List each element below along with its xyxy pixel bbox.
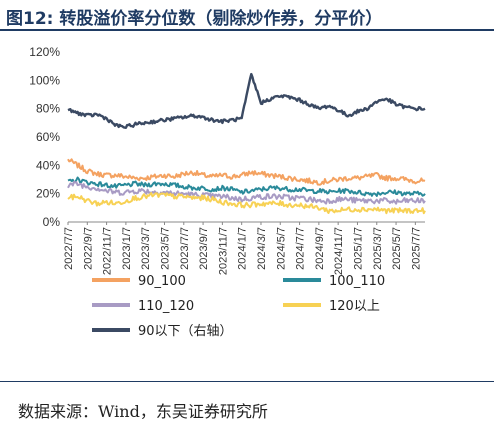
- plot-lines: [67, 72, 426, 215]
- legend: 90_100 100_110 110_120 120以上 90以下（右轴）: [92, 274, 385, 339]
- y-tick-label: 80%: [36, 102, 60, 116]
- y-tick-label: 40%: [36, 158, 60, 172]
- x-tick-label: 2024/11/7: [333, 227, 345, 275]
- x-tick-label: 2023/1/7: [121, 227, 133, 270]
- title-rule: [0, 29, 494, 31]
- x-tick-label: 2023/5/7: [159, 227, 171, 270]
- x-tick-label: 2025/3/7: [372, 227, 384, 270]
- y-tick-label: 60%: [36, 130, 60, 144]
- y-axis: 0% 20% 40% 60% 80% 100% 120%: [29, 45, 60, 229]
- x-tick-label: 2022/11/7: [102, 227, 114, 275]
- x-tick-label: 2025/7/7: [410, 227, 422, 270]
- series-line: [67, 72, 426, 129]
- figure-title: 图12: 转股溢价率分位数（剔除炒作券，分平价）: [6, 4, 382, 29]
- x-tick-label: 2023/7/7: [179, 227, 191, 270]
- x-tick-label: 2025/5/7: [391, 227, 403, 270]
- legend-label: 110_120: [138, 299, 194, 314]
- x-tick-label: 2023/3/7: [140, 227, 152, 270]
- y-tick-label: 120%: [29, 45, 60, 59]
- y-tick-label: 100%: [29, 73, 60, 87]
- legend-label: 100_110: [329, 274, 385, 289]
- x-tick-label: 2024/1/7: [237, 227, 249, 270]
- x-tick-label: 2024/9/7: [314, 227, 326, 270]
- legend-label: 90_100: [138, 274, 186, 289]
- legend-label: 90以下（右轴）: [138, 324, 233, 339]
- y-tick-label: 0%: [43, 215, 61, 229]
- x-axis: 2022/7/7 2022/9/7 2022/11/7 2023/1/7 2023/3/…: [63, 221, 425, 275]
- x-tick-label: 2024/3/7: [256, 227, 268, 270]
- series-line: [67, 192, 426, 215]
- figure-title-text: 转股溢价率分位数（剔除炒作券，分平价）: [59, 9, 383, 29]
- chart: 0%20%40%60%80%100%120% 2022/7/7 2022/9/7 2…: [29, 45, 426, 339]
- figure-label: 图12:: [6, 9, 54, 29]
- x-tick-label: 2022/9/7: [82, 227, 94, 270]
- x-tick-label: 2025/1/7: [352, 227, 364, 270]
- series-line: [67, 176, 426, 197]
- series-line: [67, 180, 426, 205]
- x-tick-label: 2023/9/7: [198, 227, 210, 270]
- source-note: 数据来源：Wind，东吴证券研究所: [18, 402, 268, 421]
- x-tick-label: 2024/7/7: [295, 227, 307, 270]
- footer-rule: [0, 381, 494, 382]
- x-tick-label: 2024/5/7: [275, 227, 287, 270]
- legend-label: 120以上: [329, 299, 380, 314]
- y-tick-label: 20%: [36, 187, 60, 201]
- x-tick-label: 2022/7/7: [63, 227, 75, 270]
- x-tick-label: 2023/11/7: [217, 227, 229, 275]
- series-line: [67, 158, 426, 186]
